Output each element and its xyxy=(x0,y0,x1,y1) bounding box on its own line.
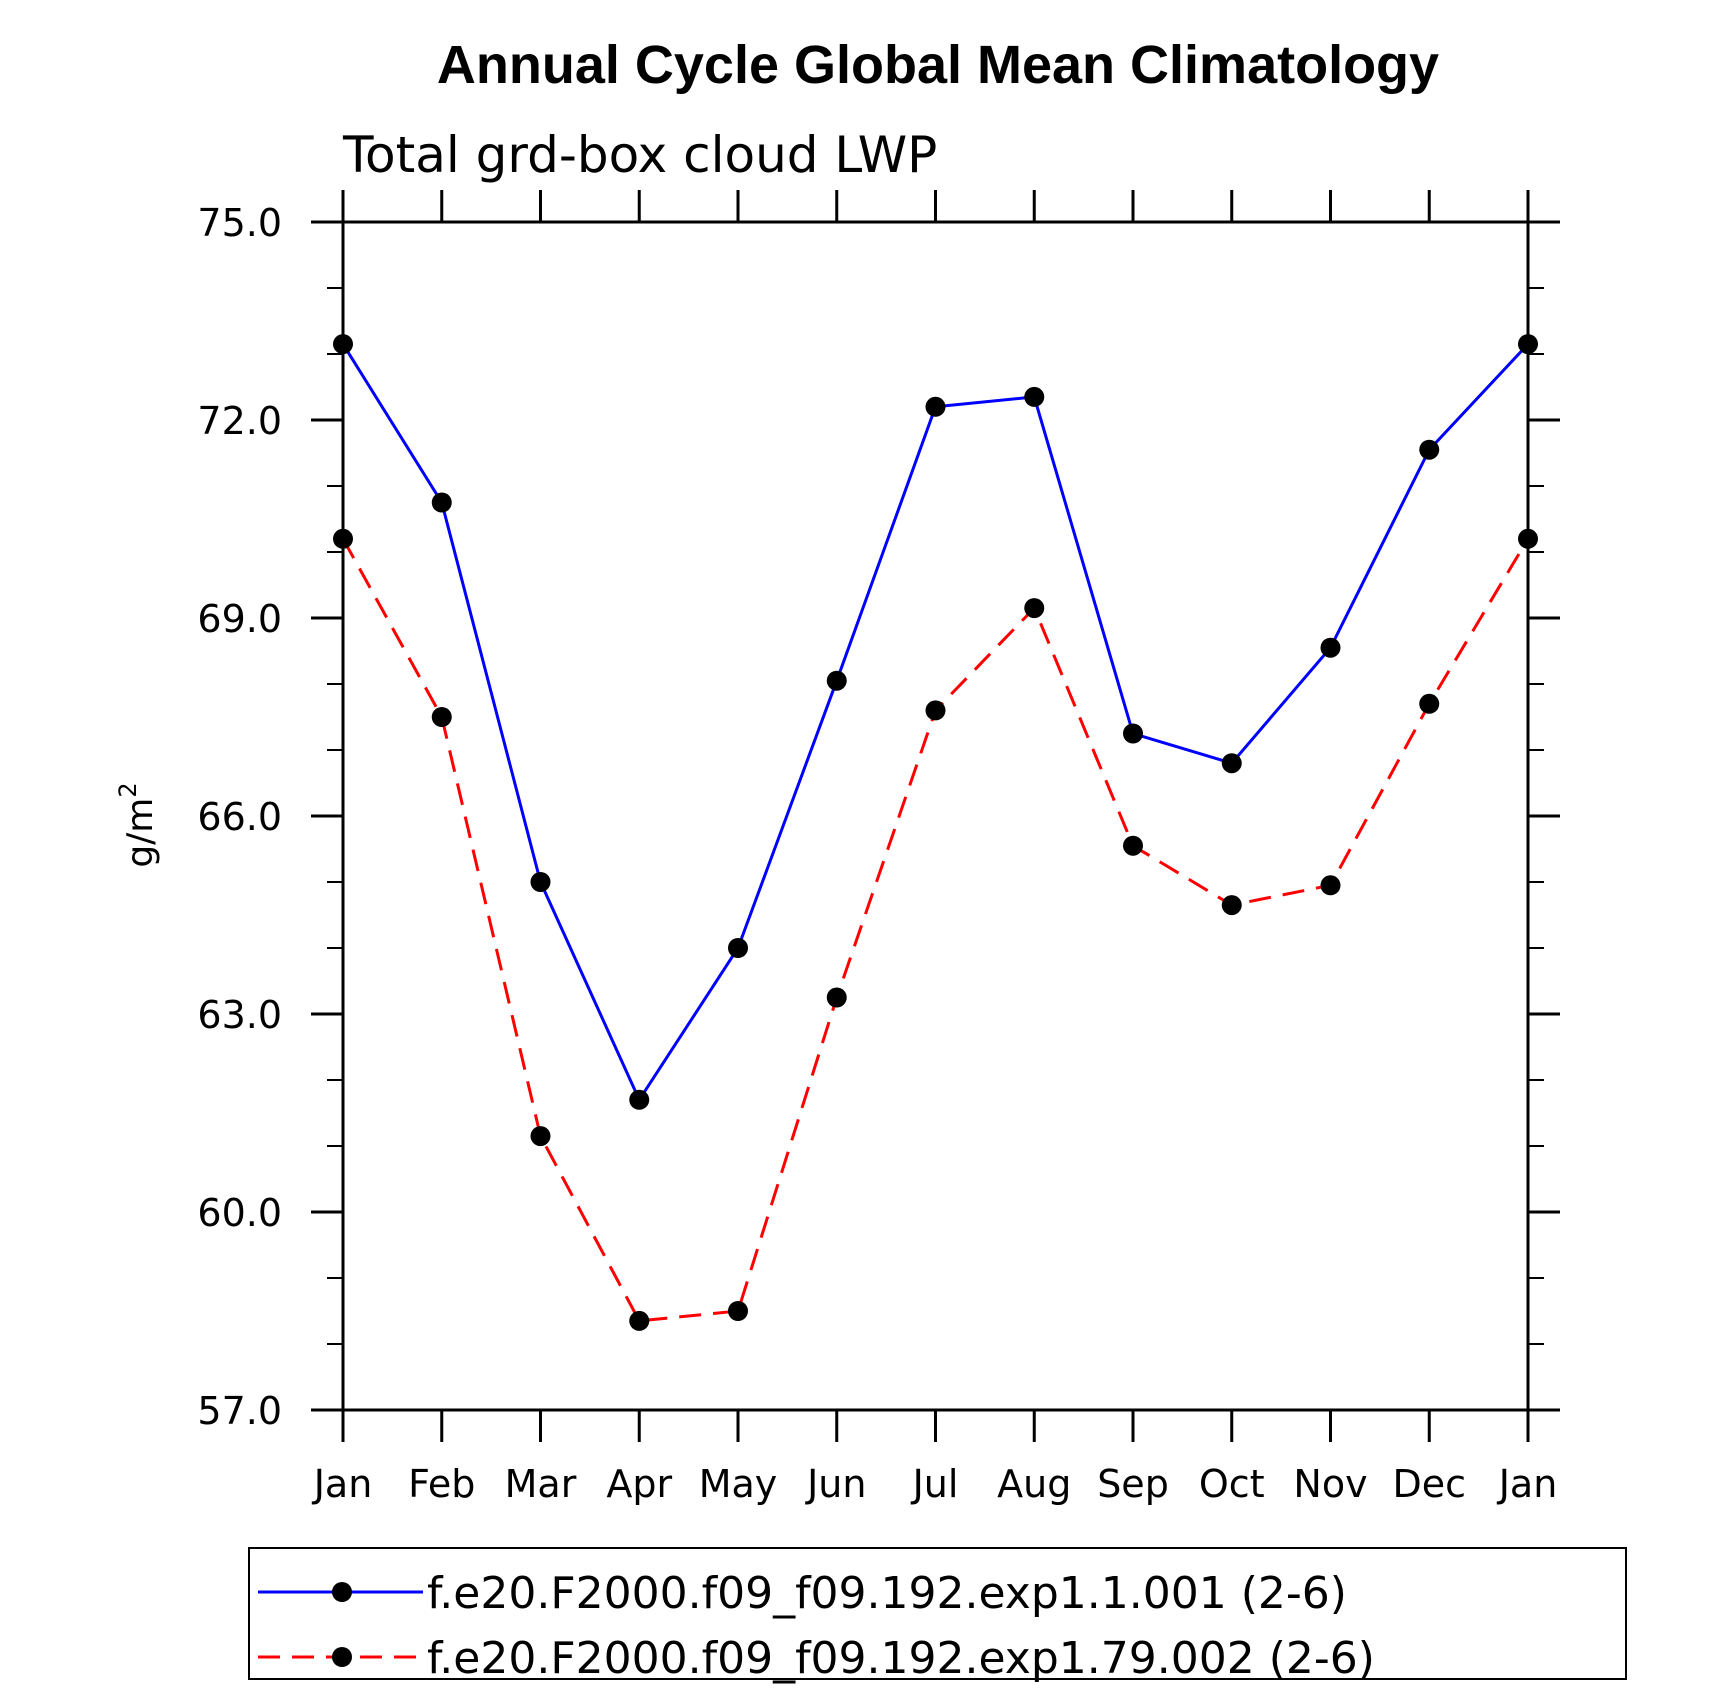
series-2 xyxy=(333,528,1538,1331)
x-tick-label: May xyxy=(699,1462,778,1506)
y-tick-label: 72.0 xyxy=(197,399,282,443)
series-line xyxy=(341,538,1530,1323)
legend-marker xyxy=(332,1582,352,1602)
data-point xyxy=(728,938,748,958)
y-tick-label: 66.0 xyxy=(197,795,282,839)
series-line xyxy=(341,343,1530,1103)
legend-marker xyxy=(332,1647,352,1667)
data-point xyxy=(333,528,353,549)
axes: Jan Feb Mar Apr May Jun Jul Aug Sep Oct Nov Dec Jan 5… xyxy=(197,190,1560,1506)
x-tick-label: Mar xyxy=(505,1462,577,1506)
y-tick-label: 69.0 xyxy=(197,597,282,641)
x-tick-label: Apr xyxy=(606,1462,672,1506)
x-tick-label: Jan xyxy=(1497,1462,1558,1506)
x-tick-label: Nov xyxy=(1293,1462,1367,1506)
y-axis-label: g/m2 xyxy=(114,782,161,867)
data-point xyxy=(1123,723,1143,744)
x-tick-label: Feb xyxy=(408,1462,475,1506)
data-point xyxy=(1419,439,1440,460)
y-tick-label: 63.0 xyxy=(197,993,282,1037)
data-point xyxy=(629,1310,650,1331)
data-point xyxy=(925,396,946,417)
data-point xyxy=(1221,895,1242,916)
series-layer xyxy=(333,334,1538,1331)
legend: f.e20.F2000.f09_f09.192.exp1.1.001 (2-6)… xyxy=(248,1547,1627,1684)
data-point xyxy=(1320,875,1341,896)
data-point xyxy=(1518,334,1538,355)
data-point xyxy=(1419,693,1440,714)
data-point xyxy=(1221,753,1242,774)
data-point xyxy=(431,707,452,727)
series-1 xyxy=(333,334,1538,1110)
legend-label: f.e20.F2000.f09_f09.192.exp1.1.001 (2-6) xyxy=(427,1568,1347,1619)
x-tick-label: Dec xyxy=(1392,1462,1466,1506)
x-tick-label: Oct xyxy=(1199,1462,1265,1506)
data-point xyxy=(925,700,946,721)
chart-subtitle: Total grd-box cloud LWP xyxy=(342,126,937,184)
data-point xyxy=(333,334,353,355)
chart-title: Annual Cycle Global Mean Climatology xyxy=(437,35,1439,95)
data-point xyxy=(826,987,847,1008)
legend-box xyxy=(248,1547,1627,1680)
x-tick-label: Jul xyxy=(911,1462,959,1506)
data-point xyxy=(1320,637,1341,658)
data-point xyxy=(1024,598,1045,619)
data-point xyxy=(629,1089,650,1110)
x-tick-label: Jan xyxy=(312,1462,373,1506)
data-point xyxy=(530,872,551,892)
data-point xyxy=(728,1301,748,1321)
x-tick-label: Sep xyxy=(1097,1462,1169,1506)
data-point xyxy=(530,1126,551,1147)
y-tick-label: 75.0 xyxy=(197,201,282,245)
y-tick-label: 57.0 xyxy=(197,1389,282,1433)
legend-label: f.e20.F2000.f09_f09.192.exp1.79.002 (2-6… xyxy=(427,1633,1375,1684)
data-point xyxy=(1123,835,1143,856)
x-tick-label: Aug xyxy=(997,1462,1071,1506)
x-tick-label: Jun xyxy=(805,1462,866,1506)
data-point xyxy=(1518,528,1538,549)
y-tick-label: 60.0 xyxy=(197,1191,282,1235)
data-point xyxy=(1024,386,1045,407)
data-point xyxy=(431,492,452,513)
data-point xyxy=(826,670,847,691)
